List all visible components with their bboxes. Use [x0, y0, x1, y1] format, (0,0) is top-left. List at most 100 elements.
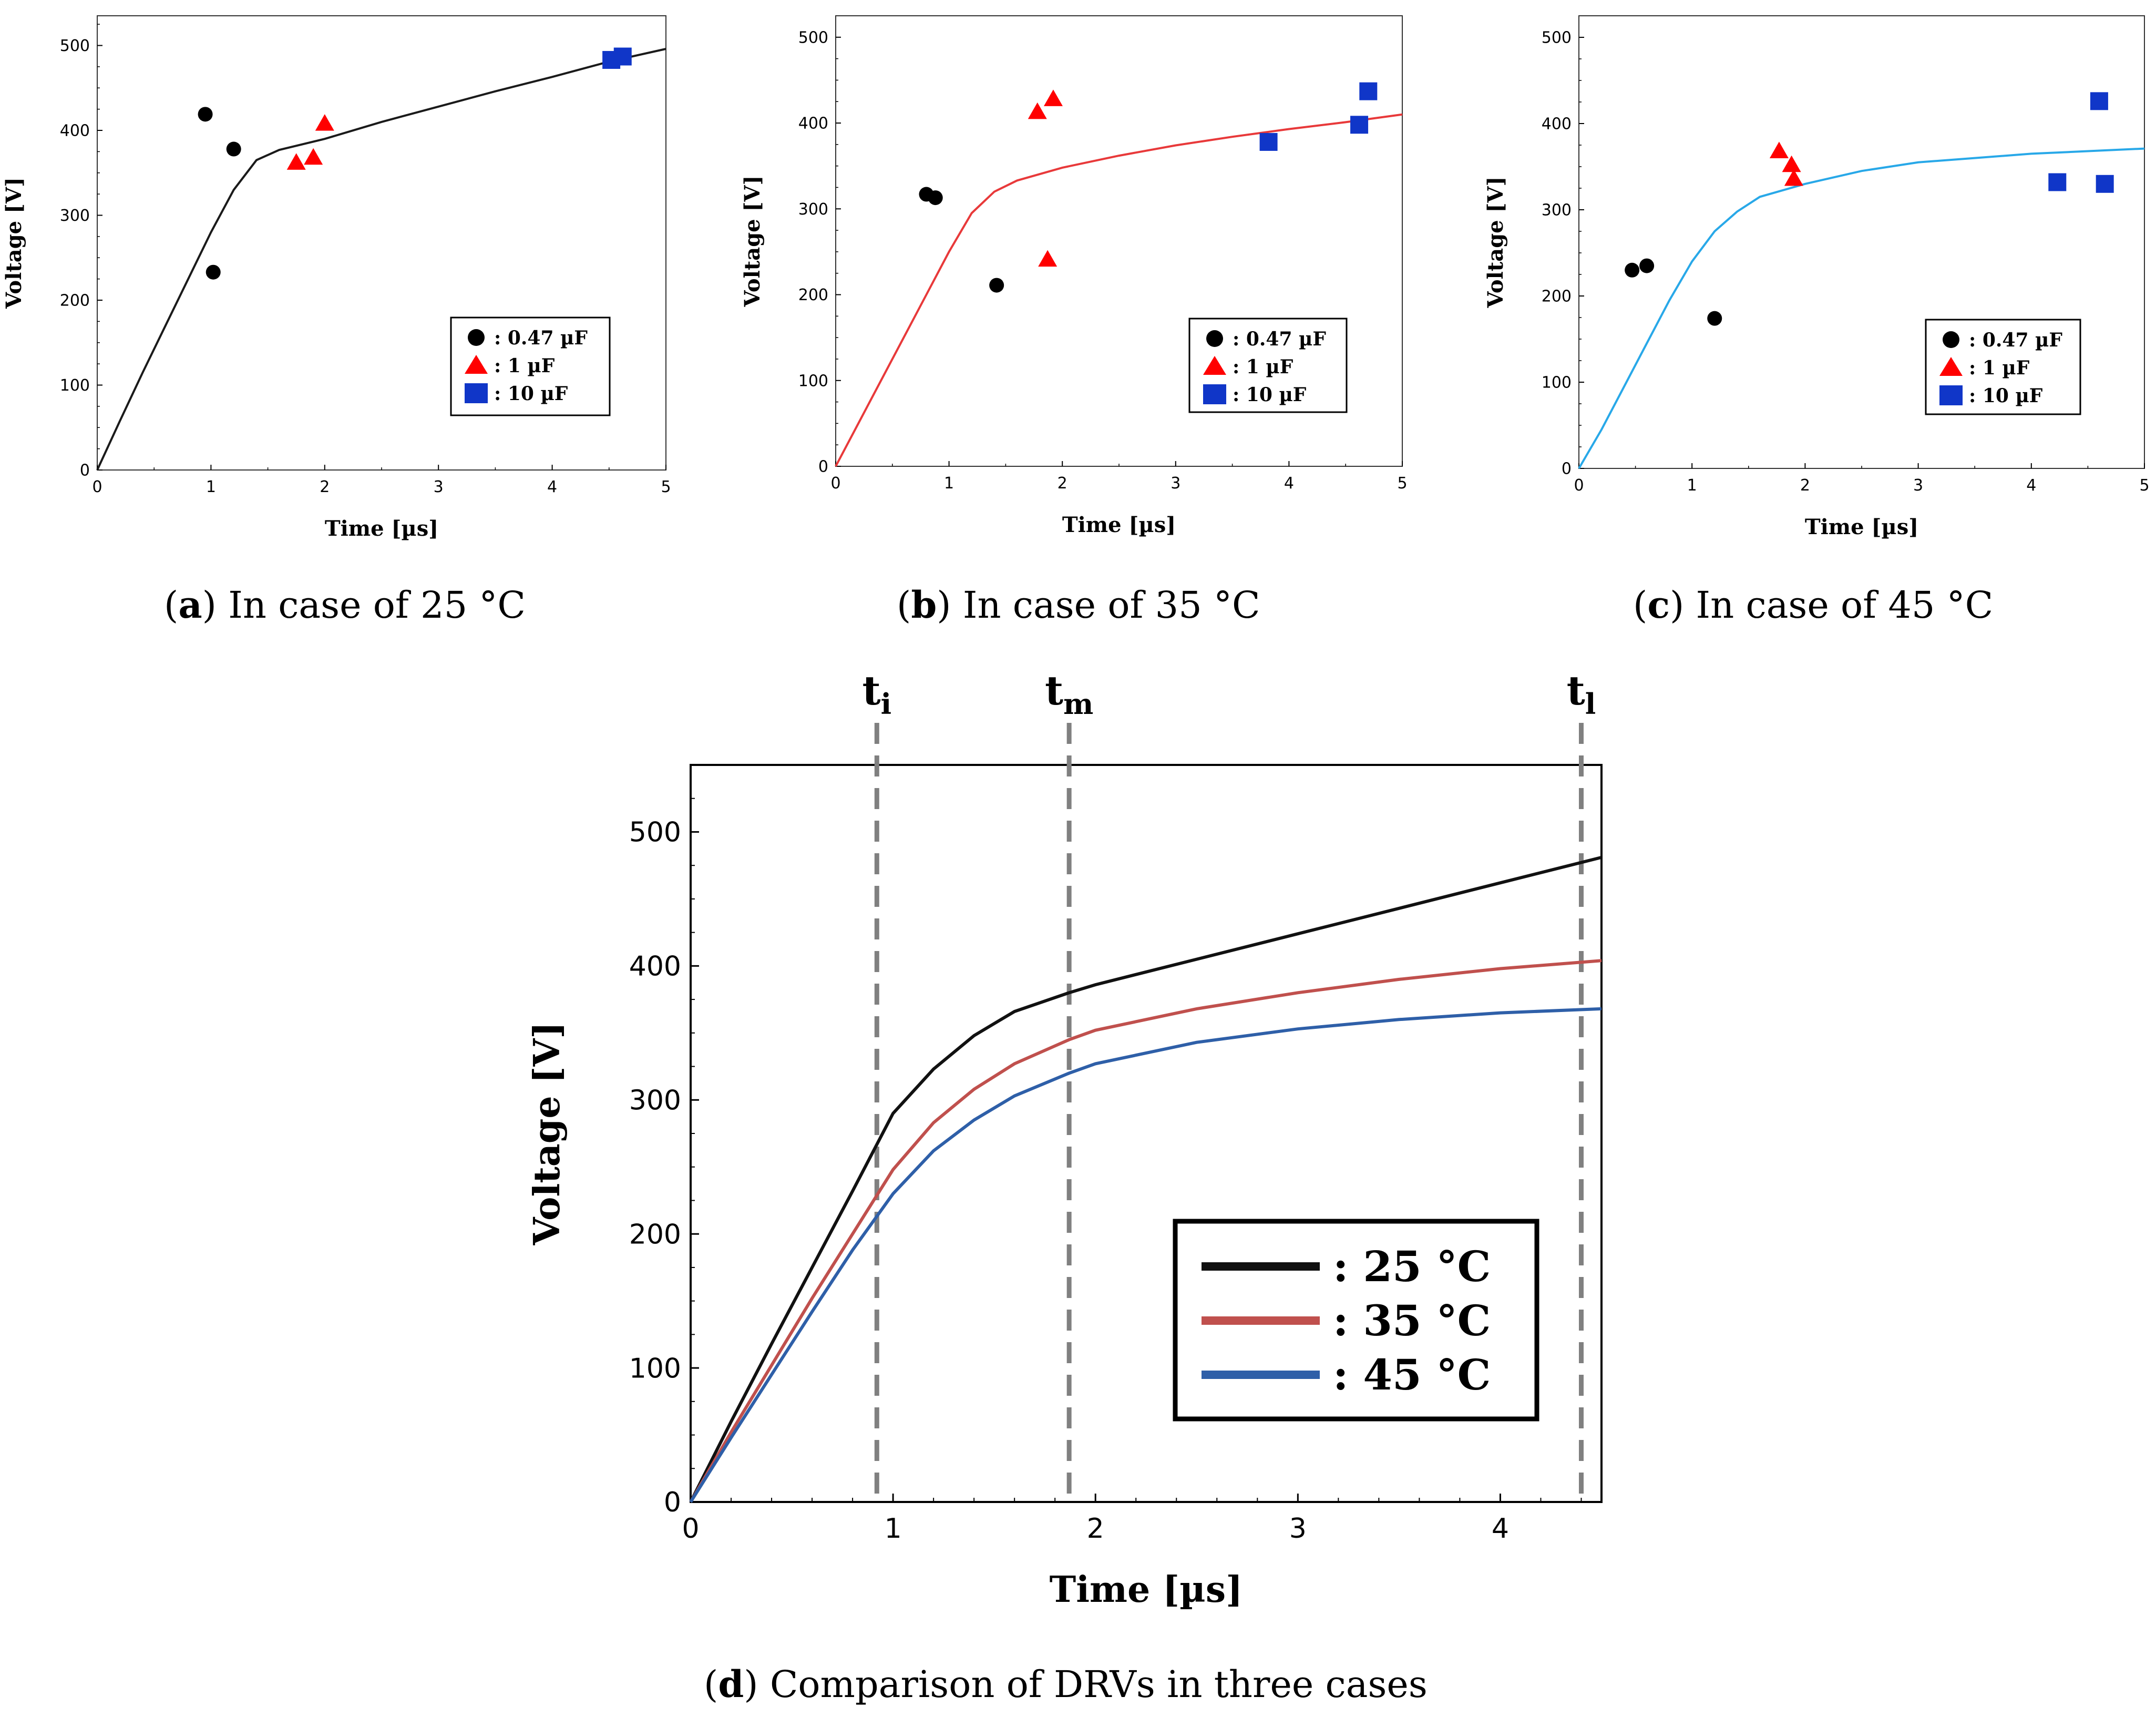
legend-label: : 10 µF	[494, 383, 568, 405]
fit-curve	[96, 48, 666, 471]
caption-letter: b	[911, 583, 937, 627]
x-tick-label: 1	[1687, 476, 1697, 495]
x-tick-label: 4	[1284, 474, 1294, 493]
legend-marker-square	[1939, 385, 1963, 405]
legend-label: : 25 °C	[1333, 1242, 1491, 1291]
y-tick-label: 400	[798, 115, 828, 133]
chart-d: 0 1 2 3 4 0 100 200 300 400 500 Time [µs] Voltage [V…	[526, 667, 1603, 1706]
x-tick-label: 1	[206, 478, 216, 496]
data-point-circle	[206, 264, 221, 280]
legend: : 25 °C : 35 °C : 45 °C	[1173, 1219, 1539, 1422]
data-point-square	[2090, 92, 2108, 110]
x-tick-label: 0	[682, 1513, 699, 1545]
legend-label: : 45 °C	[1333, 1350, 1491, 1399]
x-axis-label: Time [µs]	[1062, 513, 1176, 537]
data-point-circle	[1625, 262, 1640, 278]
caption: (d) Comparison of DRVs in three cases	[704, 1662, 1428, 1706]
legend-label: : 10 µF	[1233, 384, 1307, 406]
y-tick-label: 200	[798, 286, 828, 304]
data-point-circle	[198, 107, 213, 122]
data-point-circle	[226, 141, 241, 157]
data-point-circle	[1639, 258, 1655, 273]
caption-letter: c	[1647, 583, 1670, 627]
y-tick-label: 300	[60, 207, 90, 225]
x-tick-label: 2	[1800, 476, 1810, 495]
series-line-25C	[689, 855, 1602, 1503]
data-point-triangle	[1043, 89, 1063, 106]
legend: : 0.47 µF: 1 µF: 10 µF	[1925, 319, 2081, 415]
fit-curve	[835, 113, 1403, 467]
y-tick-label: 200	[1542, 288, 1572, 306]
marker-label: tm	[1045, 667, 1093, 721]
x-tick-label: 3	[1171, 474, 1180, 493]
x-tick-label: 3	[1913, 476, 1923, 495]
y-tick-label: 100	[60, 376, 90, 395]
caption-text: ) Comparison of DRVs in three cases	[744, 1663, 1428, 1706]
x-tick-label: 1	[944, 474, 954, 493]
caption: (b) In case of 35 °C	[897, 583, 1260, 627]
y-tick-label: 100	[629, 1353, 681, 1384]
data-point-square	[1359, 82, 1378, 100]
caption: (c) In case of 45 °C	[1633, 583, 1993, 627]
x-tick-label: 1	[885, 1513, 902, 1545]
data-point-triangle	[1028, 102, 1047, 119]
y-tick-label: 500	[629, 817, 681, 849]
marker-label-sub: i	[881, 687, 892, 721]
y-tick-label: 400	[60, 122, 90, 140]
legend-label: : 0.47 µF	[1233, 328, 1326, 350]
legend-marker-triangle	[465, 355, 488, 374]
data-point-triangle	[315, 114, 334, 131]
x-tick-label: 5	[1397, 474, 1407, 493]
y-tick-label: 0	[664, 1487, 681, 1518]
x-axis-label: Time [µs]	[1050, 1569, 1243, 1611]
x-tick-label: 5	[2139, 476, 2149, 495]
y-axis-label: Voltage [V]	[740, 176, 765, 308]
x-tick-label: 5	[661, 478, 671, 496]
chart-c: 0 1 2 3 4 5 0 100 200 300 400 500 Time [µs] Voltage […	[1483, 15, 2150, 627]
y-tick-label: 200	[60, 292, 90, 310]
y-tick-label: 500	[798, 28, 828, 47]
data-point-triangle	[1769, 141, 1789, 158]
marker-label: tl	[1567, 667, 1596, 721]
legend-marker-square	[1203, 384, 1226, 404]
y-tick-label: 0	[1562, 460, 1572, 478]
chart-b: 0 1 2 3 4 5 0 100 200 300 400 500 Time [µs] Voltage […	[740, 15, 1408, 627]
x-tick-label: 4	[1492, 1513, 1509, 1545]
caption-text: ) In case of 45 °C	[1670, 584, 1993, 627]
marker-label-base: t	[1567, 667, 1585, 714]
legend-label: : 0.47 µF	[1969, 329, 2062, 351]
y-tick-label: 100	[798, 372, 828, 390]
y-tick-label: 300	[1542, 201, 1572, 220]
data-point-triangle	[1784, 169, 1803, 186]
series-line-35C	[689, 959, 1602, 1503]
x-axis-label: Time [µs]	[1805, 515, 1918, 539]
y-tick-label: 0	[80, 462, 90, 480]
data-point-triangle	[1782, 155, 1801, 172]
data-point-circle	[928, 190, 943, 206]
legend-label: : 1 µF	[1969, 357, 2030, 379]
data-point-circle	[989, 278, 1004, 293]
fit-curve	[1578, 147, 2145, 469]
x-tick-label: 0	[1574, 476, 1584, 495]
x-axis-label: Time [µs]	[325, 516, 438, 541]
legend-label: : 1 µF	[1233, 356, 1293, 378]
y-axis-label: Voltage [V]	[526, 1022, 568, 1246]
data-point-square	[1259, 132, 1278, 151]
y-tick-label: 0	[818, 458, 828, 476]
x-tick-label: 4	[2026, 476, 2036, 495]
legend-label: : 35 °C	[1333, 1296, 1491, 1345]
x-tick-label: 2	[1058, 474, 1067, 493]
legend-label: : 0.47 µF	[494, 327, 588, 349]
x-tick-label: 0	[92, 478, 102, 496]
y-tick-label: 400	[629, 951, 681, 983]
data-point-circle	[1707, 311, 1722, 326]
x-tick-label: 3	[1289, 1513, 1307, 1545]
y-tick-label: 300	[629, 1085, 681, 1116]
legend-marker-square	[465, 383, 488, 403]
data-point-square	[2048, 173, 2067, 191]
legend-marker-triangle	[1203, 356, 1226, 375]
y-tick-label: 500	[60, 37, 90, 55]
chart-a: 0 1 2 3 4 5 0 100 200 300 400 500 Time [µs] Voltage […	[2, 15, 671, 627]
y-tick-label: 500	[1542, 29, 1572, 47]
